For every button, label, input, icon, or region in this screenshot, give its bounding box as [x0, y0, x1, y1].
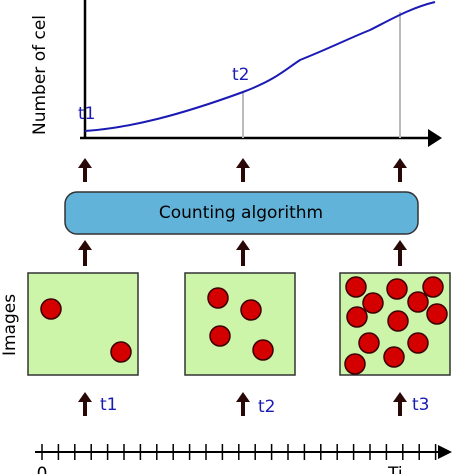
cells	[40, 276, 448, 375]
time-label: t3	[412, 395, 429, 415]
up-arrow-head	[78, 158, 92, 168]
up-arrow-head	[393, 240, 407, 250]
images-label: Images	[0, 294, 20, 356]
up-arrow-head	[236, 158, 250, 168]
image-frame	[184, 272, 296, 376]
algorithm-label: Counting algorithm	[159, 203, 323, 223]
up-arrow-head	[78, 240, 92, 250]
growth-curve	[84, 1, 436, 132]
point-label: t2	[232, 65, 249, 85]
time-label: t1	[100, 395, 117, 415]
point-label: t1	[78, 104, 95, 124]
arrows	[78, 158, 407, 416]
up-arrow-head	[236, 392, 250, 402]
up-arrow-head	[393, 392, 407, 402]
up-arrow-head	[393, 158, 407, 168]
timeline-end: Ti	[387, 464, 403, 474]
algorithm-box	[64, 191, 419, 235]
image-frame	[27, 272, 139, 376]
timeline-ticks	[41, 444, 437, 460]
time-label: t2	[258, 397, 275, 417]
timeline-arrow	[438, 445, 452, 459]
timeline-start: 0	[37, 464, 48, 474]
x-axis-arrow	[428, 129, 442, 147]
up-arrow-head	[236, 240, 250, 250]
y-label: Number of cel	[30, 15, 50, 135]
up-arrow-head	[78, 392, 92, 402]
